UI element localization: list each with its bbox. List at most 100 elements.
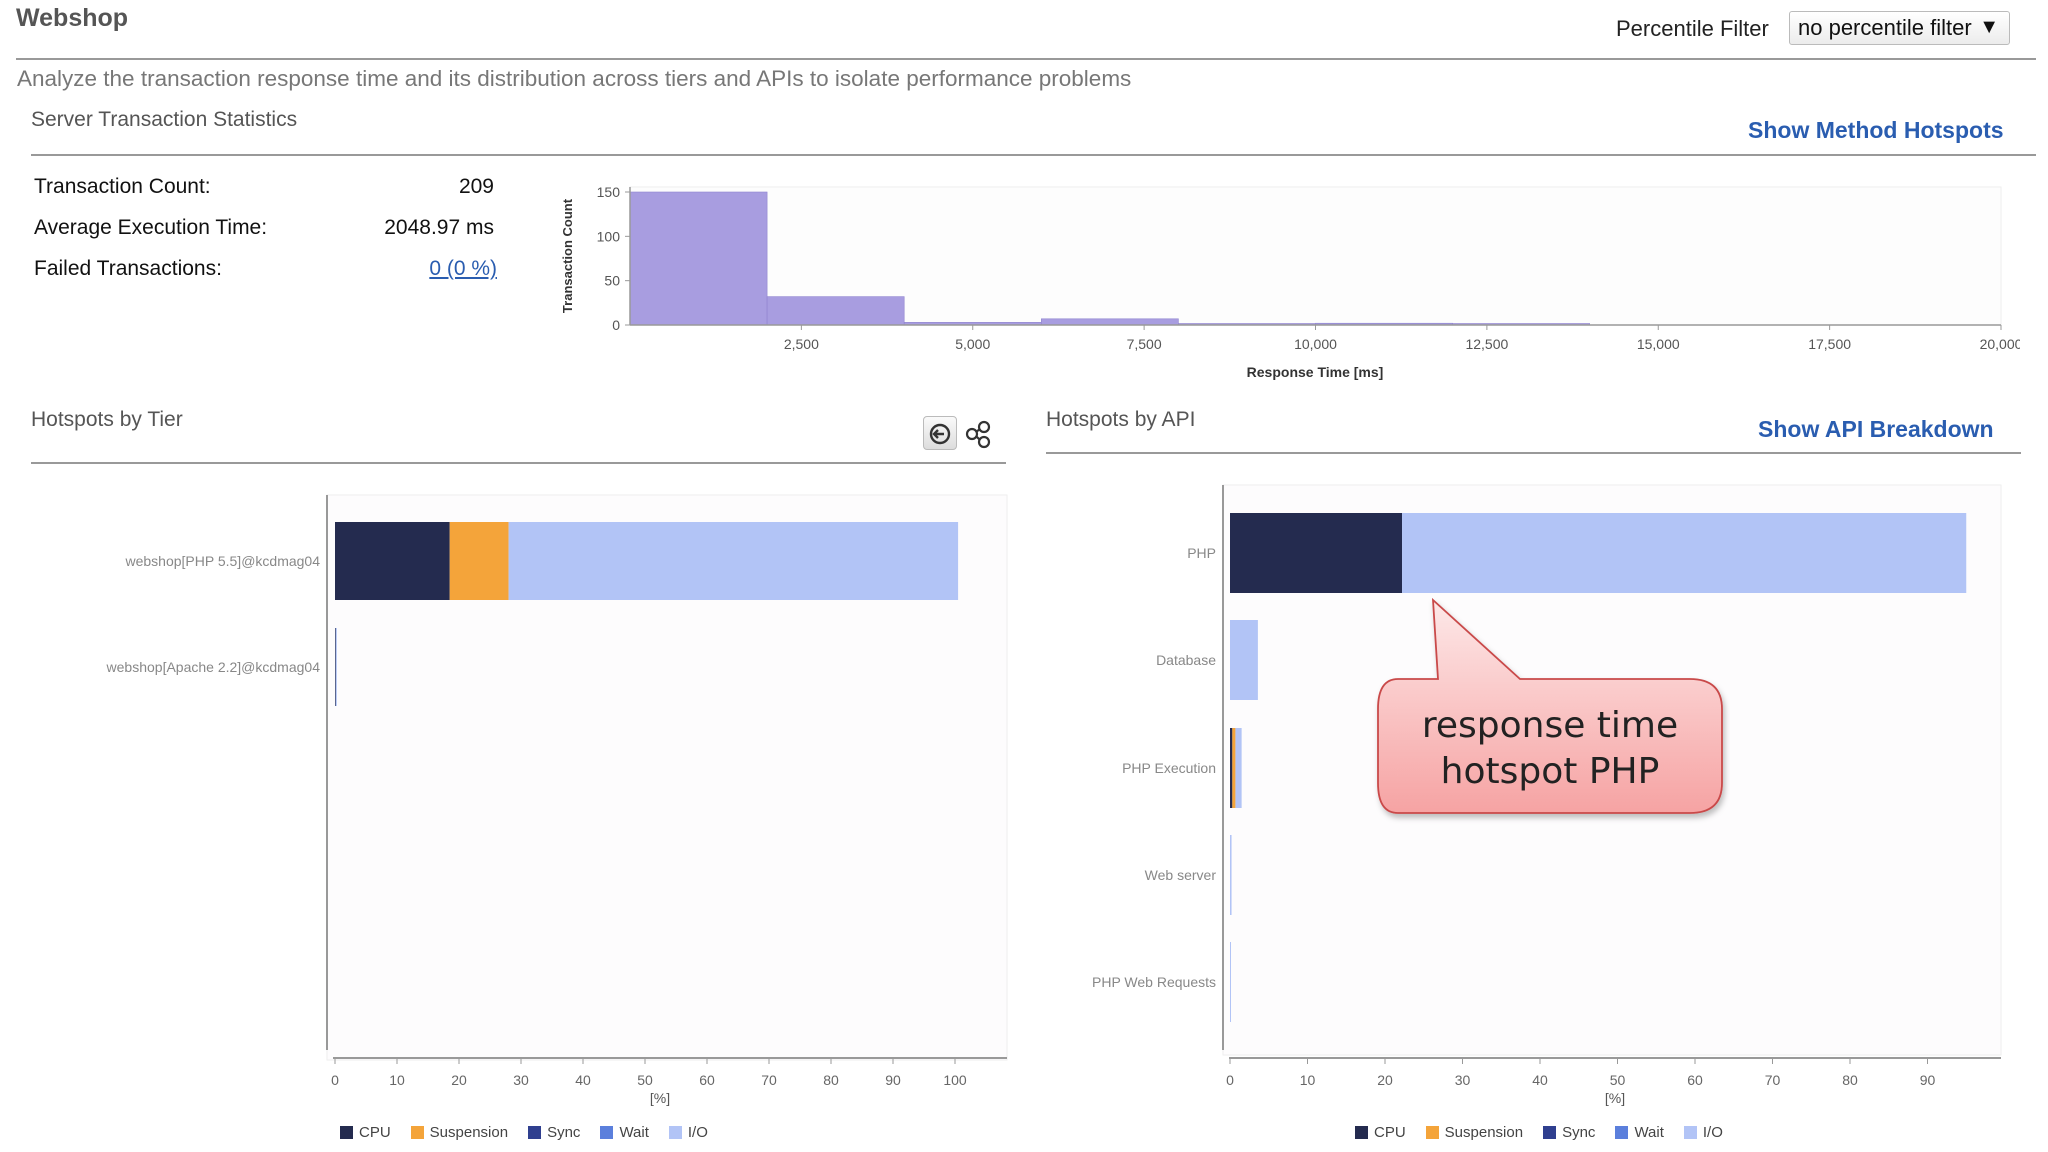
x-tick-label: 40	[575, 1072, 591, 1088]
legend-item: CPU	[340, 1124, 391, 1141]
bar-segment-io[interactable]	[1230, 942, 1231, 1022]
x-tick-label: 90	[885, 1072, 901, 1088]
failed-transactions-label: Failed Transactions:	[34, 257, 222, 280]
legend-label: Suspension	[1444, 1124, 1524, 1141]
bar-segment-suspension[interactable]	[449, 522, 509, 600]
stats-section-title: Server Transaction Statistics	[31, 108, 298, 131]
show-api-breakdown-link[interactable]: Show API Breakdown	[1758, 416, 1994, 442]
histogram-x-tick-label: 20,000	[1980, 336, 2020, 352]
histogram-y-tick-label: 150	[597, 184, 621, 200]
histogram-bar[interactable]	[629, 191, 768, 326]
histogram-x-tick-label: 17,500	[1808, 336, 1851, 352]
legend-item: I/O	[668, 1124, 708, 1141]
legend-swatch	[668, 1126, 682, 1139]
x-tick-label: 10	[1300, 1072, 1316, 1088]
api-legend: CPU Suspension Sync Wait I/O	[1355, 1124, 1735, 1141]
percentile-filter-label: Percentile Filter	[1616, 16, 1769, 41]
legend-item: I/O	[1683, 1124, 1723, 1141]
histogram-x-tick-label: 10,000	[1294, 336, 1337, 352]
stats-divider	[31, 154, 2036, 156]
category-label: webshop[Apache 2.2]@kcdmag04	[106, 659, 321, 675]
callout-line-1: response time	[1421, 705, 1679, 746]
app-title: Webshop	[16, 4, 129, 32]
x-tick-label: 20	[1377, 1072, 1393, 1088]
legend-label: Sync	[1562, 1124, 1596, 1141]
legend-label: CPU	[1374, 1124, 1406, 1141]
x-tick-label: 100	[943, 1072, 967, 1088]
legend-item: Wait	[1615, 1124, 1664, 1141]
legend-item: Suspension	[410, 1124, 509, 1141]
bar-segment-cpu[interactable]	[335, 628, 336, 706]
bar-segment-io[interactable]	[1235, 728, 1242, 808]
histogram-y-tick-label: 50	[604, 273, 620, 289]
legend-swatch	[600, 1126, 614, 1139]
percentile-filter-select[interactable]: no percentile filter ▼	[1789, 11, 2010, 45]
legend-swatch	[340, 1126, 353, 1139]
tier-panel-title: Hotspots by Tier	[31, 408, 183, 431]
legend-item: Wait	[600, 1124, 649, 1141]
category-label: Database	[1156, 652, 1216, 668]
legend-item: Suspension	[1425, 1124, 1524, 1141]
share-button[interactable]	[962, 418, 994, 450]
legend-swatch	[1355, 1126, 1368, 1139]
x-tick-label: 60	[1687, 1072, 1703, 1088]
x-tick-label: 80	[1842, 1072, 1858, 1088]
tier-legend: CPU Suspension Sync Wait I/O	[340, 1124, 720, 1141]
x-tick-label: 10	[389, 1072, 405, 1088]
x-tick-label: 30	[513, 1072, 529, 1088]
bar-segment-cpu[interactable]	[1230, 513, 1403, 593]
category-label: PHP Execution	[1122, 760, 1216, 776]
legend-label: Suspension	[429, 1124, 509, 1141]
legend-swatch	[1425, 1126, 1439, 1139]
callout-bubble	[1377, 597, 1723, 814]
bar-segment-io[interactable]	[335, 628, 337, 706]
x-tick-label: 70	[761, 1072, 777, 1088]
callout-line-2: hotspot PHP	[1440, 751, 1660, 792]
legend-swatch	[410, 1126, 424, 1139]
x-tick-label: 0	[1226, 1072, 1234, 1088]
legend-item: Sync	[528, 1124, 580, 1141]
x-tick-label: 40	[1532, 1072, 1548, 1088]
show-method-hotspots-link[interactable]: Show Method Hotspots	[1748, 117, 2004, 143]
bar-segment-io[interactable]	[508, 522, 959, 600]
x-tick-label: 30	[1455, 1072, 1471, 1088]
api-panel-title: Hotspots by API	[1046, 408, 1196, 431]
category-label: Web server	[1145, 867, 1217, 883]
histogram-x-tick-label: 5,000	[955, 336, 990, 352]
failed-transactions-link[interactable]: 0 (0 %)	[429, 257, 497, 280]
histogram-bar[interactable]	[766, 296, 905, 326]
category-label: PHP Web Requests	[1092, 974, 1216, 990]
histogram-y-label: Transaction Count	[560, 198, 575, 313]
x-tick-label: 20	[451, 1072, 467, 1088]
histogram-x-tick-label: 15,000	[1637, 336, 1680, 352]
api-divider	[1046, 452, 2021, 454]
legend-swatch	[1683, 1126, 1697, 1139]
transaction-count-value: 209	[458, 175, 494, 198]
category-label: PHP	[1187, 545, 1216, 561]
legend-label: Wait	[1634, 1124, 1664, 1141]
x-tick-label: 60	[699, 1072, 715, 1088]
avg-exec-time-value: 2048.97 ms	[384, 216, 494, 239]
histogram-x-label: Response Time [ms]	[1247, 364, 1384, 380]
bar-segment-cpu[interactable]	[1230, 728, 1233, 808]
back-button[interactable]	[923, 416, 957, 450]
callout-shape	[1377, 597, 1723, 814]
category-label: webshop[PHP 5.5]@kcdmag04	[124, 553, 320, 569]
legend-label: I/O	[1702, 1124, 1723, 1141]
bar-segment-suspension[interactable]	[1232, 728, 1236, 808]
legend-swatch	[1615, 1126, 1629, 1139]
bar-segment-cpu[interactable]	[335, 522, 450, 600]
histogram-bar[interactable]	[1040, 318, 1179, 326]
histogram-y-tick-label: 100	[597, 228, 621, 244]
x-tick-label: 0	[331, 1072, 339, 1088]
bar-segment-io[interactable]	[1230, 620, 1258, 700]
tier-x-label: [%]	[650, 1090, 670, 1106]
legend-swatch	[528, 1126, 542, 1139]
legend-label: Wait	[619, 1124, 649, 1141]
legend-label: Sync	[547, 1124, 581, 1141]
histogram-x-tick-label: 12,500	[1465, 336, 1508, 352]
back-arrow-icon	[929, 423, 951, 445]
bar-segment-io[interactable]	[1230, 835, 1232, 915]
histogram-y-tick-label: 0	[612, 317, 620, 333]
bar-segment-io[interactable]	[1402, 513, 1967, 593]
